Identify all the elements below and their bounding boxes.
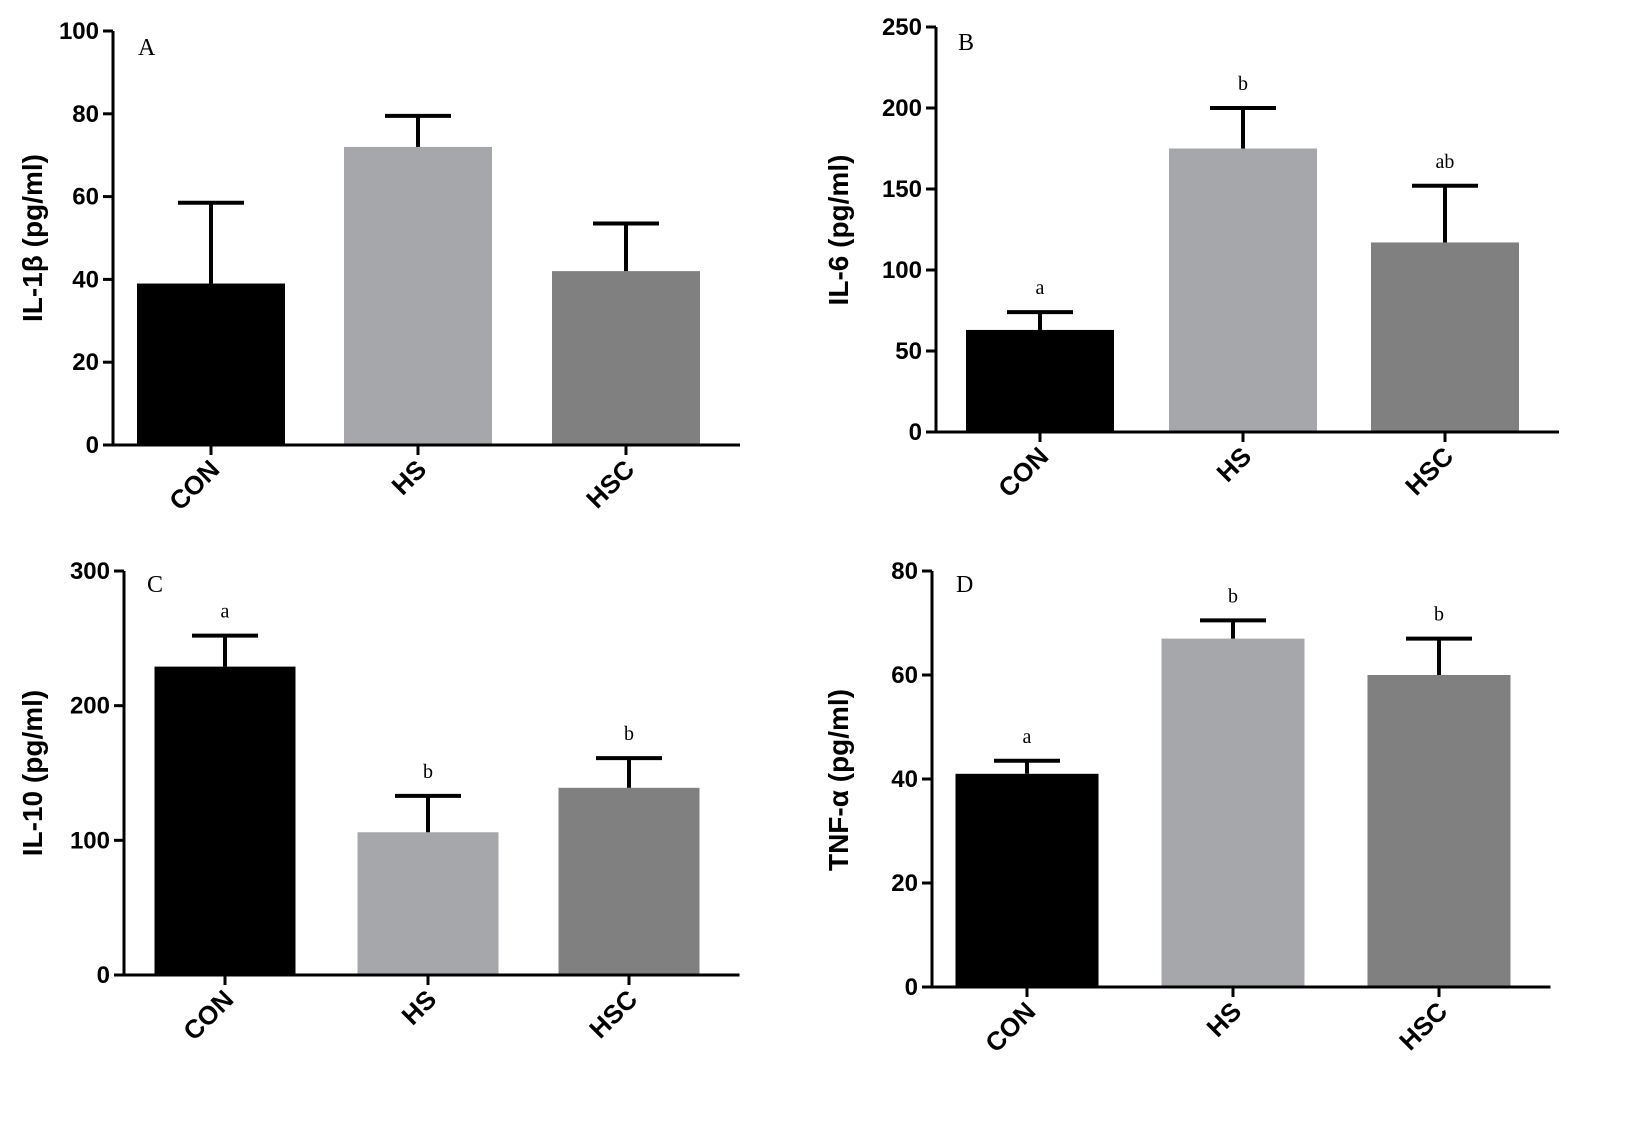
panel-b-sig-con: a — [1036, 277, 1045, 299]
panel-b-ylabel: IL-6 (pg/ml) — [823, 155, 854, 306]
panel-a-category-label: HSC — [580, 454, 640, 514]
panel-c-bar-hsc — [558, 787, 700, 975]
panel-b-ytick-label: 150 — [882, 176, 922, 203]
panel-d-sig-hs: b — [1228, 585, 1238, 607]
panel-c-letter: C — [147, 572, 163, 598]
panel-c-bar-con — [154, 666, 296, 975]
panel-a-ytick-label: 0 — [86, 432, 99, 459]
panel-b-bar-con — [966, 329, 1114, 432]
panel-c-ytick-label: 0 — [97, 962, 110, 989]
panel-c-bar-hs — [357, 832, 499, 975]
panel-a-bar-hs — [344, 146, 492, 446]
panel-d-bar-hs — [1161, 638, 1305, 987]
panel-b-ytick-label: 50 — [895, 338, 922, 365]
panel-b-sig-hsc: ab — [1436, 151, 1455, 173]
panel-c-sig-hsc: b — [624, 723, 634, 745]
panel-d-ytick-label: 80 — [891, 558, 918, 585]
panel-b-ytick-label: 100 — [882, 257, 922, 284]
panel-a-ylabel: IL-1β (pg/ml) — [17, 154, 48, 322]
panel-c-sig-con: a — [221, 601, 230, 623]
panel-a: 0 20 40 60 80 100 CON HS HSC IL-1β (pg/ml) A — [17, 18, 740, 516]
panel-a-ytick-label: 40 — [72, 266, 99, 293]
panel-a-bar-hsc — [552, 271, 700, 445]
panel-d-bar-con — [955, 773, 1099, 987]
panel-a-category-label: CON — [163, 454, 225, 516]
panel-a-ytick-label: 80 — [72, 101, 99, 128]
panel-d-category-label: CON — [979, 996, 1041, 1058]
panel-b-bar-hsc — [1371, 242, 1519, 432]
panel-d: a b b 0 20 40 60 80 CON HS HSC TNF-α (pg/ml) D — [823, 558, 1551, 1058]
panel-a-ytick-label: 60 — [72, 184, 99, 211]
panel-b-bar-hs — [1169, 148, 1317, 432]
panel-b-ytick-label: 250 — [882, 14, 922, 41]
panel-c-ytick-label: 200 — [70, 693, 110, 720]
panel-a-letter: A — [138, 35, 156, 61]
panel-d-sig-con: a — [1023, 726, 1032, 748]
panel-c-ytick-label: 100 — [70, 827, 110, 854]
panel-b-category-label: HSC — [1399, 441, 1459, 501]
panel-d-bar-hsc — [1367, 675, 1511, 987]
panel-c-category-label: HS — [395, 984, 442, 1031]
panel-b-letter: B — [958, 30, 974, 56]
panel-d-category-label: HS — [1200, 996, 1247, 1043]
panel-c: a b b 0 100 200 300 CON HS HSC IL-10 (pg/ml) C — [17, 558, 740, 1046]
panel-d-sig-hsc: b — [1434, 604, 1444, 626]
panel-b-category-label: CON — [992, 441, 1054, 503]
panel-d-category-label: HSC — [1393, 996, 1453, 1056]
panel-d-ytick-label: 0 — [905, 974, 918, 1001]
panel-b-ytick-label: 0 — [909, 419, 922, 446]
panel-b-sig-hs: b — [1238, 73, 1248, 95]
panel-d-ytick-label: 40 — [891, 766, 918, 793]
panel-c-ytick-label: 300 — [70, 558, 110, 585]
panel-b-ytick-label: 200 — [882, 95, 922, 122]
panel-b-category-label: HS — [1210, 441, 1257, 488]
panel-d-ytick-label: 20 — [891, 870, 918, 897]
panel-d-ytick-label: 60 — [891, 662, 918, 689]
panel-a-category-label: HS — [385, 454, 432, 501]
panel-a-ytick-label: 20 — [72, 349, 99, 376]
panel-d-letter: D — [956, 572, 973, 598]
panel-c-sig-hs: b — [423, 761, 433, 783]
panel-c-ylabel: IL-10 (pg/ml) — [17, 690, 48, 856]
panel-a-bar-con — [137, 283, 285, 445]
panel-c-category-label: HSC — [583, 984, 643, 1044]
panel-d-ylabel: TNF-α (pg/ml) — [823, 689, 854, 871]
panel-c-category-label: CON — [177, 984, 239, 1046]
panel-a-ytick-label: 100 — [59, 18, 99, 45]
